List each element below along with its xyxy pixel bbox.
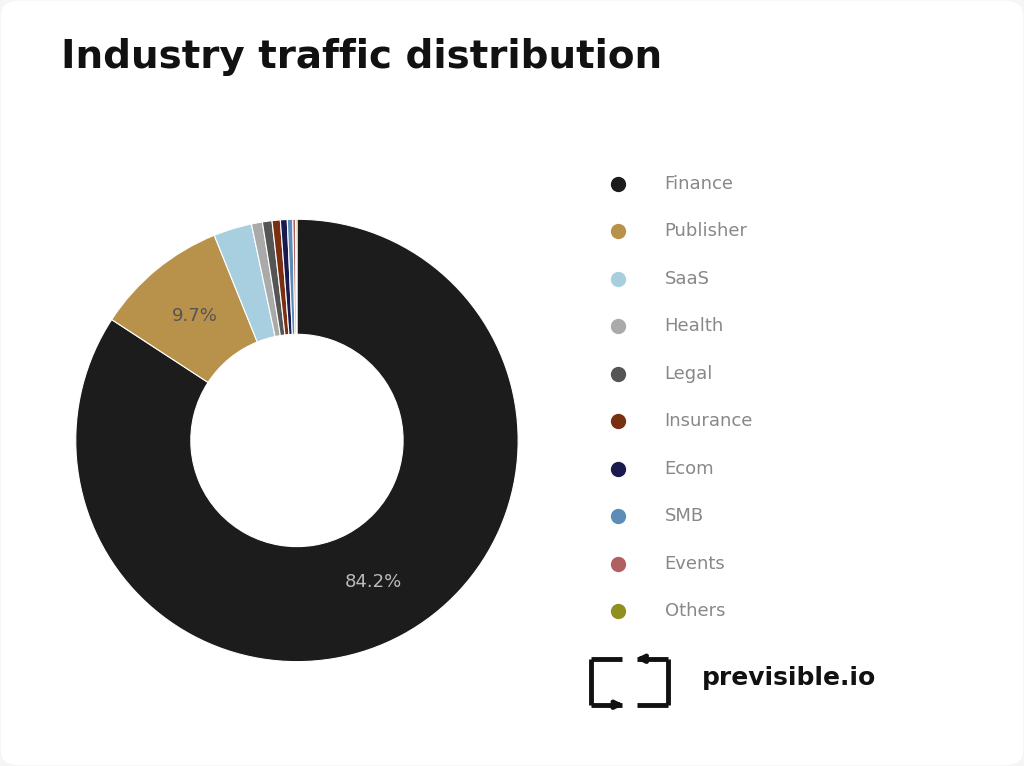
Wedge shape [272,220,289,335]
Text: Legal: Legal [665,365,713,383]
Text: 84.2%: 84.2% [345,574,402,591]
Wedge shape [281,220,292,335]
Text: Others: Others [665,602,725,620]
Wedge shape [262,221,285,336]
Wedge shape [288,219,295,335]
Wedge shape [112,235,257,382]
Wedge shape [252,222,281,336]
Wedge shape [76,219,518,662]
Text: Publisher: Publisher [665,222,748,241]
Text: Insurance: Insurance [665,412,753,430]
Text: SMB: SMB [665,507,703,525]
Wedge shape [293,219,296,334]
Text: Events: Events [665,555,725,573]
Text: Health: Health [665,317,724,336]
Wedge shape [214,224,275,342]
Wedge shape [296,219,297,334]
Text: previsible.io: previsible.io [701,666,876,690]
Text: Industry traffic distribution: Industry traffic distribution [61,38,663,77]
Text: Ecom: Ecom [665,460,714,478]
Text: 9.7%: 9.7% [171,306,217,325]
Text: Finance: Finance [665,175,733,193]
Text: SaaS: SaaS [665,270,710,288]
